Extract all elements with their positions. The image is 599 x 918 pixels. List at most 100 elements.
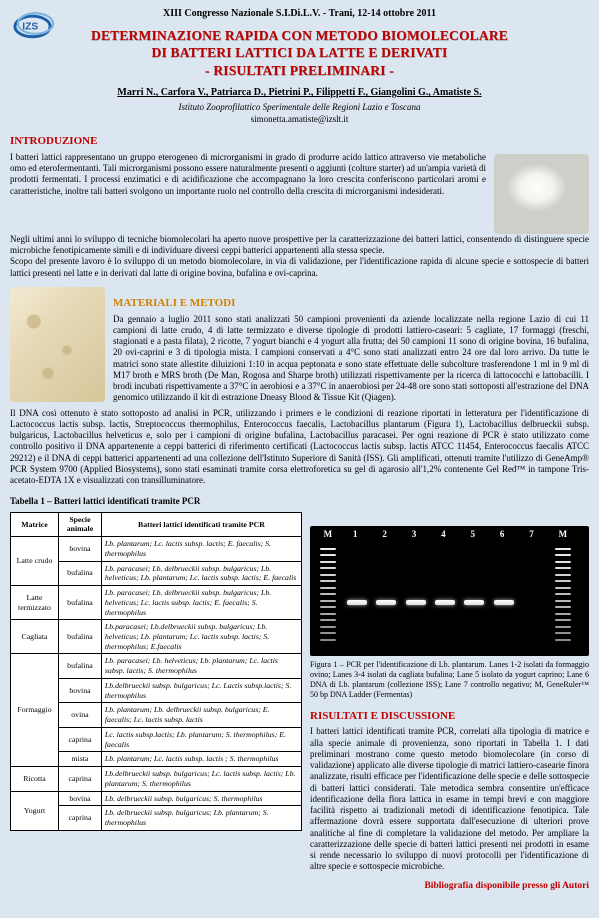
pcr-band <box>464 600 484 605</box>
poster-title: DETERMINAZIONE RAPIDA CON METODO BIOMOLE… <box>10 27 589 80</box>
cell-matrice: Latte termizzato <box>11 586 59 620</box>
cell-specie-animale: caprina <box>59 727 102 751</box>
gel-lane-label: 1 <box>353 529 358 540</box>
table-caption: Tabella 1 – Batteri lattici identificati… <box>10 496 589 507</box>
ladder-band <box>555 587 571 589</box>
th-matrice: Matrice <box>11 512 59 536</box>
pcr-band <box>347 600 367 605</box>
cell-batteri: Lb. plantarum; Lc. lactis subsp. lactis … <box>101 752 301 767</box>
gel-lane-label: 2 <box>382 529 387 540</box>
table-row: CagliatabufalinaLb.paracasei; Lb.delbrue… <box>11 620 302 654</box>
gel-lane-label: 6 <box>500 529 505 540</box>
ladder-band <box>555 561 571 563</box>
ladder-band <box>555 580 571 582</box>
cell-batteri: Lb.delbrueckii subsp. bulgaricus; Lc. La… <box>101 678 301 702</box>
results-para: I batteri lattici identificati tramite P… <box>310 726 589 872</box>
figure-caption: Figura 1 – PCR per l'identificazione di … <box>310 660 589 700</box>
cell-matrice: Cagliata <box>11 620 59 654</box>
cell-batteri: Lb.delbrueckii subsp. bulgaricus; Lc. la… <box>101 767 301 791</box>
cell-specie-animale: bufalina <box>59 586 102 620</box>
cell-batteri: Lb. paracasei; Lb. helveticus; Lb. plant… <box>101 654 301 678</box>
ladder-band <box>320 580 336 582</box>
footer-bibliography: Bibliografia disponibile presso gli Auto… <box>10 881 589 893</box>
ladder-band <box>555 619 571 621</box>
table-header-row: Matrice Specie animale Batteri lattici i… <box>11 512 302 536</box>
pcr-band <box>435 600 455 605</box>
cell-batteri: Lc. lactis subsp.lactis; Lb. plantarum; … <box>101 727 301 751</box>
ladder-band <box>320 606 336 608</box>
gel-lane-label: 3 <box>412 529 417 540</box>
cell-matrice: Ricotta <box>11 767 59 791</box>
ladder-band <box>555 574 571 576</box>
gel-lane-label: 7 <box>529 529 534 540</box>
table-row: FormaggiobufalinaLb. paracasei; Lb. helv… <box>11 654 302 678</box>
gel-lane-label: 4 <box>441 529 446 540</box>
title-line-1: DETERMINAZIONE RAPIDA CON METODO BIOMOLE… <box>10 27 589 45</box>
ladder-band <box>320 561 336 563</box>
intro-para-1: I batteri lattici rappresentano un grupp… <box>10 152 486 197</box>
cell-batteri: Lb. plantarum; Lc. lactis subsp. lactis;… <box>101 537 301 561</box>
section-head-results: RISULTATI E DISCUSSIONE <box>310 710 589 724</box>
gel-lane-label: 5 <box>470 529 475 540</box>
ladder-band <box>320 613 336 615</box>
cell-specie-animale: bovina <box>59 791 102 806</box>
gel-lane-label: M <box>324 529 333 540</box>
ladder-band <box>320 593 336 595</box>
title-line-3: - RISULTATI PRELIMINARI - <box>10 62 589 80</box>
gel-image: M 1 2 3 4 5 6 7 M <box>310 526 589 656</box>
ladder-band <box>320 554 336 556</box>
ladder-band <box>555 567 571 569</box>
materials-para-2: Il DNA così ottenuto è stato sottoposto … <box>10 408 589 487</box>
mozzarella-photo <box>494 154 589 234</box>
ladder-band <box>320 632 336 634</box>
conference-line: XIII Congresso Nazionale S.I.Di.L.V. - T… <box>10 8 589 21</box>
gel-lane-label: M <box>559 529 568 540</box>
ladder-band <box>320 600 336 602</box>
ladder-band <box>555 613 571 615</box>
ladder-band <box>320 639 336 641</box>
cell-specie-animale: ovina <box>59 703 102 727</box>
ladder-band <box>555 639 571 641</box>
cell-batteri: Lb. paracasei; Lb. delbrueckii subsp. bu… <box>101 561 301 585</box>
pcr-table: Matrice Specie animale Batteri lattici i… <box>10 512 302 831</box>
ladder-band <box>555 600 571 602</box>
ladder-band <box>555 606 571 608</box>
cheese-photo <box>10 287 105 402</box>
ladder-band <box>555 554 571 556</box>
title-line-2: DI BATTERI LATTICI DA LATTE E DERIVATI <box>10 44 589 62</box>
ladder-band <box>320 567 336 569</box>
th-specie: Specie animale <box>59 512 102 536</box>
cell-specie-animale: bovina <box>59 537 102 561</box>
ladder-band <box>555 632 571 634</box>
affiliation-line: Istituto Zooprofilattico Sperimentale de… <box>10 102 589 113</box>
cell-batteri: Lb.paracasei; Lb.delbrueckii subsp. bulg… <box>101 620 301 654</box>
intro-para-2: Negli ultimi anni lo sviluppo di tecnich… <box>10 234 589 257</box>
ladder-band <box>320 574 336 576</box>
pcr-band <box>406 600 426 605</box>
cell-specie-animale: caprina <box>59 767 102 791</box>
table-row: Latte termizzatobufalinaLb. paracasei; L… <box>11 586 302 620</box>
cell-batteri: Lb. delbrueckii subsp. bulgaricus; Lb. p… <box>101 806 301 830</box>
cell-matrice: Latte crudo <box>11 537 59 586</box>
cell-matrice: Yogurt <box>11 791 59 830</box>
pcr-band <box>376 600 396 605</box>
ladder-band <box>320 626 336 628</box>
section-head-materials: MATERIALI E METODI <box>113 297 589 311</box>
ladder-band <box>320 587 336 589</box>
ladder-band <box>555 593 571 595</box>
table-row: YogurtbovinaLb. delbrueckii subsp. bulga… <box>11 791 302 806</box>
table-row: Latte crudobovinaLb. plantarum; Lc. lact… <box>11 537 302 561</box>
ladder-band <box>320 548 336 550</box>
ladder-band <box>555 626 571 628</box>
th-batteri: Batteri lattici identificati tramite PCR <box>101 512 301 536</box>
ladder-band <box>555 548 571 550</box>
cell-batteri: Lb. plantarum; Lb. delbrueckii subsp. bu… <box>101 703 301 727</box>
izs-logo: IZS <box>12 10 56 43</box>
authors-line: Marri N., Carfora V., Patriarca D., Piet… <box>10 87 589 100</box>
cell-specie-animale: caprina <box>59 806 102 830</box>
materials-para-1: Da gennaio a luglio 2011 sono stati anal… <box>113 314 589 404</box>
svg-text:IZS: IZS <box>22 21 38 32</box>
cell-specie-animale: bufalina <box>59 561 102 585</box>
email-line: simonetta.amatiste@izslt.it <box>10 114 589 125</box>
section-head-intro: INTRODUZIONE <box>10 135 589 149</box>
